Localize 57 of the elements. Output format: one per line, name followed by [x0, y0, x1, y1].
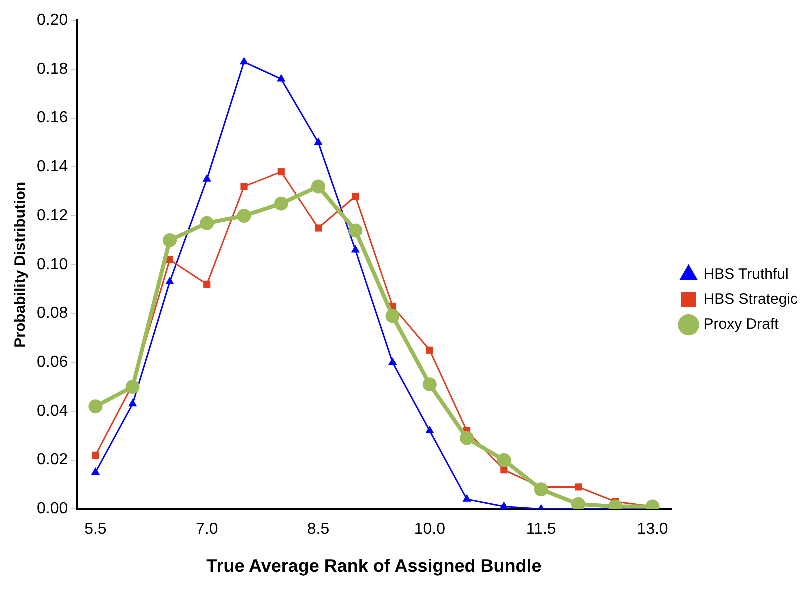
point: [91, 468, 100, 476]
point: [274, 196, 288, 211]
x-tick-label: 13.0: [637, 521, 668, 538]
y-axis-title: Probability Distribution: [12, 182, 30, 348]
point: [462, 494, 472, 502]
point: [426, 346, 434, 354]
y-tick-label: 0.20: [37, 12, 68, 30]
point: [426, 426, 434, 434]
y-tick-label: 0.02: [37, 452, 68, 469]
y-tick-label: 0.14: [37, 158, 68, 176]
point: [351, 245, 360, 253]
point: [240, 183, 248, 190]
point: [386, 309, 400, 324]
x-tick-label: 11.5: [526, 521, 556, 538]
point: [348, 224, 363, 238]
x-axis-title: True Average Rank of Assigned Bundle: [206, 556, 542, 576]
y-tick-label: 0.16: [37, 110, 68, 127]
point: [500, 502, 509, 510]
point: [534, 482, 548, 497]
y-tick-label: 0.06: [37, 354, 68, 372]
point: [352, 192, 360, 200]
y-tick-label: 0.12: [37, 207, 68, 224]
point: [88, 400, 103, 414]
point: [92, 452, 100, 459]
point: [128, 399, 138, 407]
point: [500, 466, 508, 474]
point: [314, 138, 323, 146]
point: [422, 378, 437, 392]
point: [237, 209, 252, 224]
legend-label: HBS Strategic: [704, 291, 798, 308]
point: [574, 484, 582, 491]
point: [166, 277, 174, 284]
point: [497, 453, 512, 468]
x-tick-label: 7.0: [196, 521, 218, 538]
y-tick-label: 0.18: [37, 60, 68, 78]
y-tick-label: 0.04: [37, 402, 68, 420]
y-tick-label: 0.08: [37, 305, 68, 322]
point: [388, 358, 398, 366]
point: [460, 431, 474, 446]
legend-label: HBS Truthful: [704, 266, 789, 284]
point: [277, 74, 286, 82]
y-tick-label: 0.10: [37, 256, 68, 274]
point: [571, 497, 586, 510]
y-tick-label: 0.00: [37, 500, 68, 518]
point: [312, 180, 326, 194]
legend-label: Proxy Draft: [704, 316, 780, 334]
x-tick-label: 5.5: [84, 521, 107, 538]
point: [126, 380, 140, 394]
point: [314, 224, 322, 232]
point: [240, 57, 249, 65]
point: [200, 216, 214, 230]
point: [204, 280, 211, 288]
x-tick-label: 8.5: [307, 521, 330, 538]
point: [278, 168, 285, 176]
point: [202, 174, 212, 182]
x-tick-label: 10.0: [414, 521, 446, 538]
point: [162, 233, 177, 248]
